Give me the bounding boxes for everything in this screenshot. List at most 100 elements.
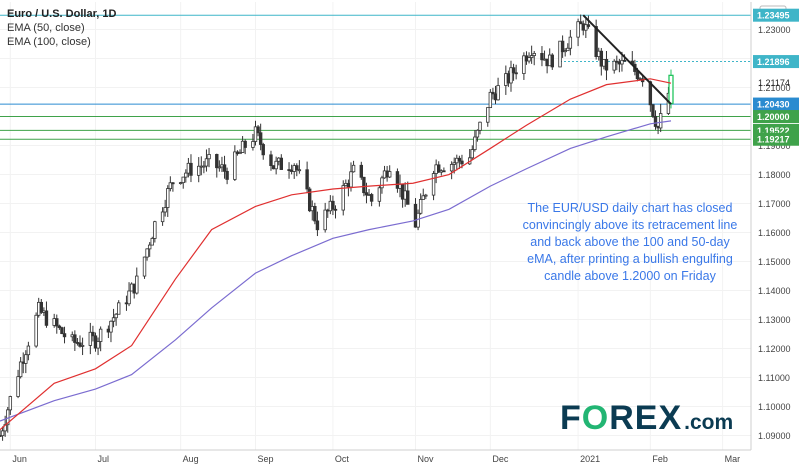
- candle-body: [364, 192, 369, 196]
- candle-body: [91, 331, 95, 337]
- y-tick-label: 1.14000: [758, 286, 791, 296]
- candle-body: [452, 162, 456, 165]
- candle-body: [166, 188, 170, 208]
- candle-body: [217, 166, 222, 169]
- candle-body: [16, 376, 20, 397]
- candle-body: [349, 171, 353, 188]
- candle-body: [599, 50, 604, 67]
- price-tag-label: 1.20000: [757, 112, 790, 122]
- candle-body: [529, 55, 534, 58]
- candle-body: [550, 54, 554, 68]
- candle-body: [88, 331, 93, 346]
- candle-body: [127, 290, 131, 305]
- candle-body: [307, 188, 312, 212]
- candle-body: [377, 187, 382, 202]
- candle-body: [540, 52, 544, 61]
- y-tick-label: 1.11000: [758, 373, 790, 383]
- y-tick-label: 1.18000: [758, 170, 791, 180]
- candle-body: [437, 164, 441, 173]
- y-tick-label: 1.13000: [758, 315, 791, 325]
- candle-body: [449, 164, 454, 172]
- candle-body: [279, 157, 284, 170]
- candle-body: [222, 164, 227, 172]
- candle-body: [457, 157, 462, 162]
- x-tick-label: 2021: [580, 454, 600, 464]
- candle-body: [491, 91, 495, 95]
- candle-body: [635, 71, 640, 80]
- y-tick-label: 1.10000: [758, 402, 791, 412]
- candle-body: [560, 40, 565, 53]
- candle-body: [418, 199, 423, 214]
- candle-body: [26, 345, 31, 356]
- x-tick-label: Sep: [257, 454, 273, 464]
- candle-body: [473, 136, 477, 150]
- candle-body: [380, 177, 384, 189]
- candle-body: [215, 154, 219, 169]
- candle-body: [594, 26, 598, 57]
- candle-body: [341, 185, 345, 211]
- x-tick-label: Dec: [492, 454, 509, 464]
- ema50-legend[interactable]: EMA (50, close): [7, 22, 85, 34]
- candle-body: [238, 152, 242, 155]
- candle-body: [269, 154, 273, 167]
- candle-body: [431, 173, 436, 196]
- candle-body: [207, 154, 211, 160]
- candle-body: [586, 24, 591, 27]
- candle-body: [305, 169, 309, 190]
- candle-body: [442, 170, 446, 173]
- candle-body: [202, 165, 206, 168]
- candle-body: [225, 170, 229, 180]
- candle-body: [233, 151, 237, 180]
- price-tag-label: 1.21896: [757, 57, 790, 67]
- y-tick-label: 1.23000: [758, 25, 791, 35]
- candle-body: [387, 171, 392, 178]
- candle-body: [34, 314, 38, 347]
- candle-body: [331, 200, 335, 210]
- candle-body: [351, 164, 356, 173]
- candle-body: [563, 50, 567, 53]
- candle-body: [576, 21, 580, 38]
- ema100-legend[interactable]: EMA (100, close): [7, 36, 91, 48]
- candle-body: [163, 207, 167, 213]
- candle-body: [648, 81, 653, 106]
- candle-body: [653, 115, 658, 127]
- candle-body: [568, 36, 573, 49]
- y-tick-label: 1.09000: [758, 431, 791, 441]
- x-tick-label: Jun: [12, 454, 27, 464]
- price-tag-label: 1.23495: [757, 11, 790, 21]
- candle-body: [369, 194, 374, 202]
- candle-body: [117, 302, 121, 315]
- candle-body: [604, 59, 609, 71]
- candle-body: [323, 209, 327, 231]
- candle-body: [478, 121, 482, 131]
- candle-body: [612, 60, 616, 71]
- logo-o: O: [581, 399, 610, 437]
- candle-body: [18, 361, 23, 378]
- candle-body: [8, 396, 13, 411]
- candle-body: [359, 164, 364, 178]
- candle-body: [488, 91, 493, 109]
- candle-body: [509, 67, 513, 84]
- candle-body: [566, 47, 570, 52]
- candle-body: [622, 59, 627, 62]
- price-tag: [753, 97, 799, 111]
- candle-body: [135, 275, 139, 294]
- candle-body: [362, 176, 366, 194]
- candle-body: [261, 144, 265, 156]
- y-tick-label: 1.12000: [758, 344, 791, 354]
- candle-body: [424, 194, 428, 197]
- candle-body: [460, 160, 464, 165]
- candle-body: [395, 171, 400, 189]
- y-tick-label: 1.17000: [758, 199, 791, 209]
- price-tags-layer: USD1.211741.234951.218961.204301.200001.…: [753, 5, 799, 146]
- candle-body: [558, 40, 562, 68]
- y-tick-label: 1.15000: [758, 257, 791, 267]
- candle-body: [251, 141, 255, 148]
- y-tick-label: 1.16000: [758, 228, 791, 238]
- candle-body: [496, 85, 500, 101]
- candle-body: [297, 169, 302, 172]
- annotation-text: The EUR/USD daily chart has closed convi…: [522, 201, 738, 283]
- candle-body: [96, 341, 100, 349]
